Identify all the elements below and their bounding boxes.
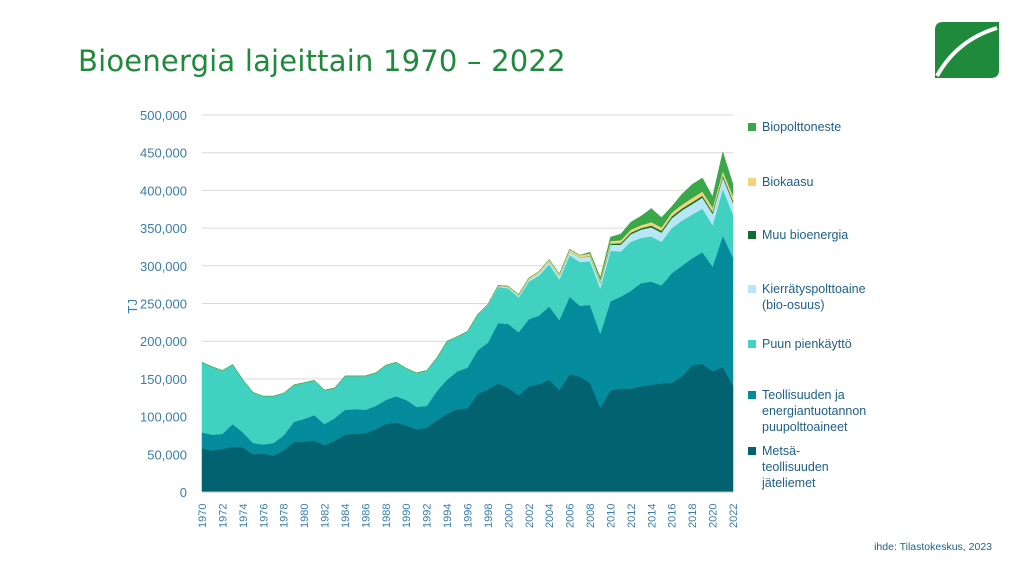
x-tick-label: 2002	[524, 504, 536, 528]
x-tick-label: 1986	[360, 504, 372, 528]
logo-leaf-stroke	[935, 26, 998, 77]
legend-item: Kierrätyspolttoaine (bio-osuus)	[748, 281, 908, 313]
legend-label: Biopolttoneste	[762, 120, 842, 134]
y-tick-label: 350,000	[140, 221, 187, 236]
x-tick-label: 2008	[585, 504, 597, 528]
legend-swatch	[748, 285, 756, 293]
x-tick-label: 1974	[238, 504, 250, 528]
legend-label: Teollisuuden ja energiantuotannon puupol…	[762, 388, 867, 434]
x-tick-label: 2020	[708, 504, 720, 528]
x-tick-label: 1978	[279, 504, 291, 528]
x-tick-label: 1996	[463, 504, 475, 528]
y-tick-label: 450,000	[140, 146, 187, 161]
y-tick-label: 400,000	[140, 183, 187, 198]
x-tick-label: 1994	[442, 504, 454, 528]
x-tick-label: 1984	[340, 504, 352, 528]
legend-swatch	[748, 447, 756, 455]
y-tick-label: 300,000	[140, 259, 187, 274]
x-tick-label: 1982	[320, 504, 332, 528]
y-tick-label: 100,000	[140, 410, 187, 425]
y-tick-label: 250,000	[140, 297, 187, 312]
y-tick-label: 500,000	[140, 108, 187, 123]
legend-item: Biokaasu	[748, 174, 908, 190]
legend-item: Teollisuuden ja energiantuotannon puupol…	[748, 387, 908, 435]
x-tick-label: 2006	[565, 504, 577, 528]
x-tick-label: 2012	[626, 504, 638, 528]
legend-swatch	[748, 340, 756, 348]
logo-leaf-shape	[935, 22, 999, 78]
y-tick-label: 200,000	[140, 334, 187, 349]
x-tick-label: 1992	[422, 504, 434, 528]
x-tick-label: 2004	[544, 504, 556, 528]
chart-title: Bioenergia lajeittain 1970 – 2022	[78, 44, 566, 78]
area-series-group	[201, 150, 734, 493]
x-tick-label: 2014	[646, 504, 658, 528]
x-tick-label: 1998	[483, 504, 495, 528]
x-tick-label: 1980	[299, 504, 311, 528]
x-tick-label: 1970	[197, 504, 209, 528]
y-tick-label: 150,000	[140, 372, 187, 387]
x-tick-label: 1990	[401, 504, 413, 528]
x-tick-label: 1972	[217, 504, 229, 528]
y-tick-label: 0	[180, 485, 187, 500]
x-tick-label: 2022	[728, 504, 740, 528]
legend-label: Puun pienkäyttö	[762, 337, 852, 351]
x-tick-label: 2018	[687, 504, 699, 528]
legend-label: Kierrätyspolttoaine (bio-osuus)	[762, 282, 866, 312]
y-axis-label: TJ	[125, 299, 140, 313]
legend-item: Metsä- teollisuuden jäteliemet	[748, 443, 908, 491]
area-series-biopolttoneste	[201, 150, 734, 397]
legend-swatch	[748, 231, 756, 239]
source-note: ihde: Tilastokeskus, 2023	[874, 541, 992, 553]
legend-item: Puun pienkäyttö	[748, 336, 908, 352]
leaf-logo	[935, 22, 999, 78]
legend-item: Biopolttoneste	[748, 119, 908, 135]
x-tick-label: 1976	[258, 504, 270, 528]
legend-swatch	[748, 178, 756, 186]
x-tick-label: 2000	[503, 504, 515, 528]
legend-swatch	[748, 391, 756, 399]
x-tick-label: 2016	[667, 504, 679, 528]
axes: 0 50,000 100,000 150,000 200,000 250,000 300,0…	[140, 108, 740, 528]
x-tick-label: 2010	[605, 504, 617, 528]
legend-swatch	[748, 123, 756, 131]
legend-label: Metsä- teollisuuden jäteliemet	[762, 444, 829, 490]
y-tick-label: 50,000	[147, 447, 187, 462]
x-tick-label: 1988	[381, 504, 393, 528]
legend-label: Muu bioenergia	[762, 228, 849, 242]
legend-label: Biokaasu	[762, 175, 814, 189]
legend-item: Muu bioenergia	[748, 227, 908, 243]
